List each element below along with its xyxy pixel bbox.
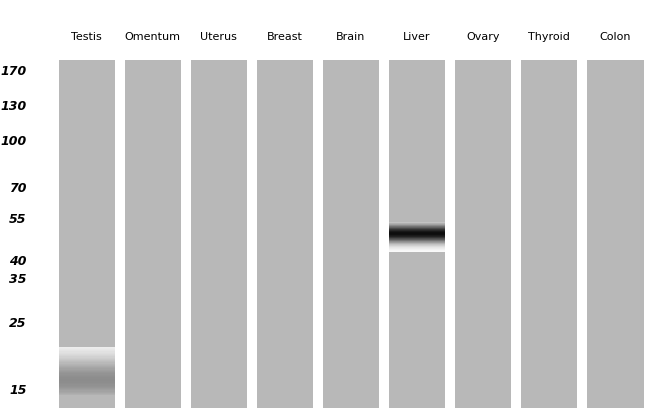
Bar <box>58 372 114 373</box>
Bar <box>58 375 114 376</box>
Bar <box>455 61 512 408</box>
Bar <box>58 381 114 382</box>
Bar <box>58 366 114 367</box>
Bar <box>58 357 114 359</box>
Text: 130: 130 <box>1 100 27 113</box>
Bar <box>58 392 114 393</box>
Bar <box>588 61 644 408</box>
Text: Ovary: Ovary <box>467 32 500 42</box>
Bar <box>58 354 114 355</box>
Bar <box>58 355 114 356</box>
Bar <box>58 373 114 375</box>
Text: Uterus: Uterus <box>200 32 237 42</box>
Bar <box>58 348 114 349</box>
Text: 25: 25 <box>9 317 27 330</box>
Bar <box>323 61 379 408</box>
Text: Brain: Brain <box>336 32 366 42</box>
Bar <box>58 387 114 388</box>
Bar <box>58 394 114 395</box>
Text: Liver: Liver <box>404 32 431 42</box>
Bar <box>58 378 114 380</box>
Text: 70: 70 <box>9 182 27 195</box>
Text: 15: 15 <box>9 384 27 398</box>
Bar <box>389 61 445 408</box>
Text: 170: 170 <box>1 65 27 78</box>
Bar <box>58 376 114 377</box>
Bar <box>58 390 114 392</box>
Bar <box>58 362 114 364</box>
Bar <box>58 380 114 381</box>
Text: Testis: Testis <box>72 32 102 42</box>
Text: 55: 55 <box>9 214 27 227</box>
Bar <box>58 384 114 385</box>
Bar <box>125 61 181 408</box>
Text: 40: 40 <box>9 255 27 268</box>
Bar <box>58 365 114 366</box>
Bar <box>58 371 114 372</box>
Text: 35: 35 <box>9 273 27 286</box>
Bar <box>58 356 114 357</box>
Bar <box>58 367 114 369</box>
Bar <box>58 360 114 361</box>
Bar <box>58 353 114 354</box>
Text: Breast: Breast <box>267 32 303 42</box>
Bar <box>58 389 114 390</box>
Bar <box>58 382 114 383</box>
Bar <box>521 61 577 408</box>
Text: Thyroid: Thyroid <box>528 32 570 42</box>
Bar <box>58 61 114 408</box>
Bar <box>58 349 114 350</box>
Bar <box>58 385 114 387</box>
Bar <box>58 352 114 353</box>
Bar <box>58 347 114 348</box>
Bar <box>58 393 114 394</box>
Bar <box>58 364 114 365</box>
Bar <box>58 361 114 362</box>
Bar <box>58 350 114 352</box>
Bar <box>58 359 114 360</box>
Bar <box>58 370 114 371</box>
Bar <box>190 61 247 408</box>
Bar <box>257 61 313 408</box>
Bar <box>58 383 114 384</box>
Bar <box>58 388 114 389</box>
Text: Colon: Colon <box>600 32 631 42</box>
Bar <box>58 369 114 370</box>
Text: 100: 100 <box>1 135 27 148</box>
Bar <box>58 377 114 378</box>
Text: Omentum: Omentum <box>125 32 181 42</box>
